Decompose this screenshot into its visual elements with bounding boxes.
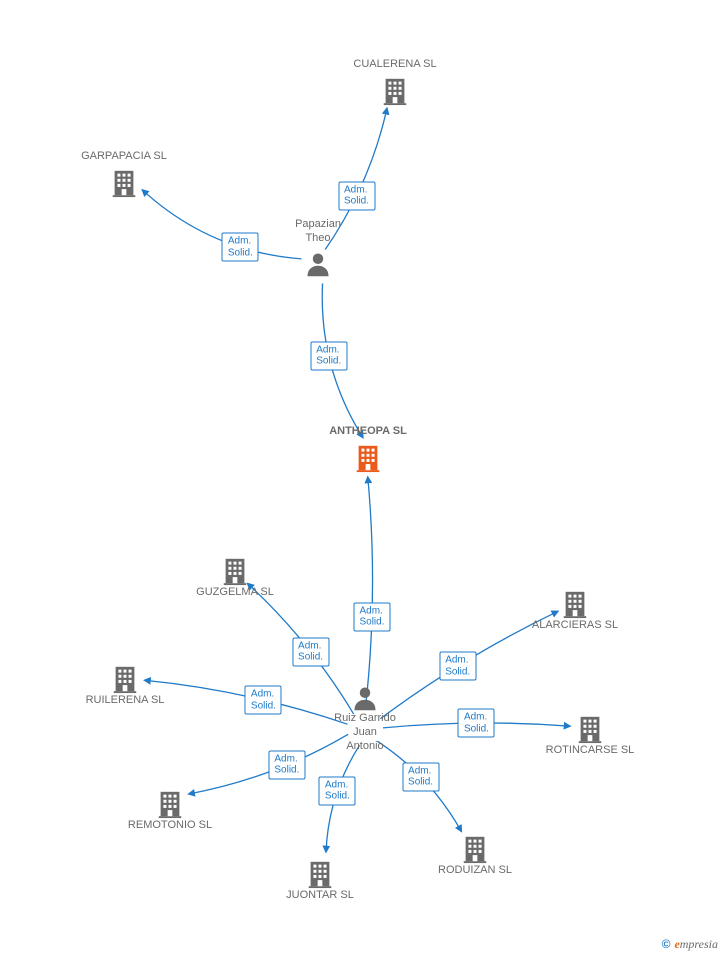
node-label: RODUIZAN SL — [415, 864, 535, 878]
node-label: GARPAPACIA SL — [64, 150, 184, 164]
building-icon — [110, 664, 140, 694]
copyright: ©empresia — [662, 937, 718, 952]
company-node[interactable]: GARPAPACIA SL — [64, 150, 184, 198]
building-icon — [353, 443, 383, 473]
node-label: RUILERENA SL — [65, 694, 185, 708]
edge-label: Adm. Solid. — [245, 686, 282, 715]
person-node[interactable]: Papazian Theo — [258, 218, 378, 278]
building-icon — [560, 589, 590, 619]
brand-rest: mpresia — [680, 937, 718, 951]
edge-label: Adm. Solid. — [338, 181, 375, 210]
edge-label: Adm. Solid. — [222, 233, 259, 262]
edge-label: Adm. Solid. — [319, 776, 356, 805]
company-node[interactable]: REMOTONIO SL — [110, 785, 230, 833]
building-icon — [460, 834, 490, 864]
company-node[interactable]: GUZGELMA SL — [175, 552, 295, 600]
person-icon — [351, 684, 379, 712]
building-icon — [109, 168, 139, 198]
node-label: Papazian Theo — [258, 218, 378, 246]
node-label: ANTHEOPA SL — [308, 425, 428, 439]
building-icon — [575, 714, 605, 744]
building-icon — [155, 789, 185, 819]
company-node[interactable]: CUALERENA SL — [335, 58, 455, 106]
company-node[interactable]: ROTINCARSE SL — [530, 710, 650, 758]
node-label: GUZGELMA SL — [175, 586, 295, 600]
company-node[interactable]: ANTHEOPA SL — [308, 425, 428, 473]
edge-label: Adm. Solid. — [458, 709, 495, 738]
person-node[interactable]: Ruiz Garrido Juan Antonio — [305, 680, 425, 753]
edge-label: Adm. Solid. — [402, 762, 439, 791]
company-node[interactable]: RUILERENA SL — [65, 660, 185, 708]
node-label: CUALERENA SL — [335, 58, 455, 72]
company-node[interactable]: JUONTAR SL — [260, 855, 380, 903]
edge-label: Adm. Solid. — [439, 652, 476, 681]
building-icon — [305, 859, 335, 889]
edge-label: Adm. Solid. — [268, 750, 305, 779]
edge-label: Adm. Solid. — [353, 602, 390, 631]
building-icon — [220, 556, 250, 586]
node-label: Ruiz Garrido Juan Antonio — [305, 712, 425, 753]
company-node[interactable]: RODUIZAN SL — [415, 830, 535, 878]
node-label: ROTINCARSE SL — [530, 744, 650, 758]
node-label: REMOTONIO SL — [110, 819, 230, 833]
edge-label: Adm. Solid. — [310, 341, 347, 370]
edge — [365, 477, 372, 710]
building-icon — [380, 76, 410, 106]
person-icon — [304, 250, 332, 278]
copyright-symbol: © — [662, 937, 671, 951]
edge-label: Adm. Solid. — [292, 637, 329, 666]
company-node[interactable]: ALARCIERAS SL — [515, 585, 635, 633]
node-label: JUONTAR SL — [260, 889, 380, 903]
node-label: ALARCIERAS SL — [515, 619, 635, 633]
